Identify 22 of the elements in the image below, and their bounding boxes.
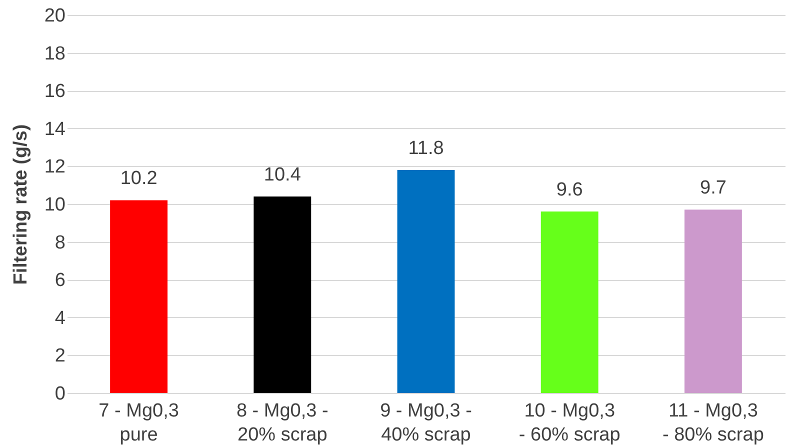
x-tick-label: 7 - Mg0,3 pure [98, 400, 179, 446]
y-tick-label: 10 [44, 194, 66, 216]
y-tick-label: 20 [44, 6, 66, 26]
y-tick-label: 2 [54, 346, 66, 367]
x-tick-label: 11 - Mg0,3 - 80% scrap [662, 400, 764, 446]
data-label: 9.7 [700, 178, 726, 199]
y-tick-label: 4 [54, 308, 66, 329]
data-label: 11.8 [408, 138, 444, 159]
data-label: 9.6 [556, 180, 583, 201]
y-tick-label: 6 [54, 270, 66, 292]
x-tick-label: 9 - Mg0,3 - 40% scrap [380, 400, 472, 446]
y-axis-title: Filtering rate (g/s) [10, 124, 32, 285]
y-tick-label: 14 [44, 118, 66, 140]
y-tick-label: 8 [54, 232, 66, 254]
data-label: 10.2 [120, 168, 158, 190]
y-tick-label: 16 [44, 81, 66, 102]
x-tick-label: 10 - Mg0,3 - 60% scrap [518, 400, 620, 446]
y-tick-label: 12 [44, 156, 66, 178]
data-label: 10.4 [264, 164, 302, 186]
y-tick-label: 0 [54, 384, 66, 404]
x-tick-label: 8 - Mg0,3 - 20% scrap [236, 400, 328, 446]
y-tick-label: 18 [44, 43, 66, 64]
